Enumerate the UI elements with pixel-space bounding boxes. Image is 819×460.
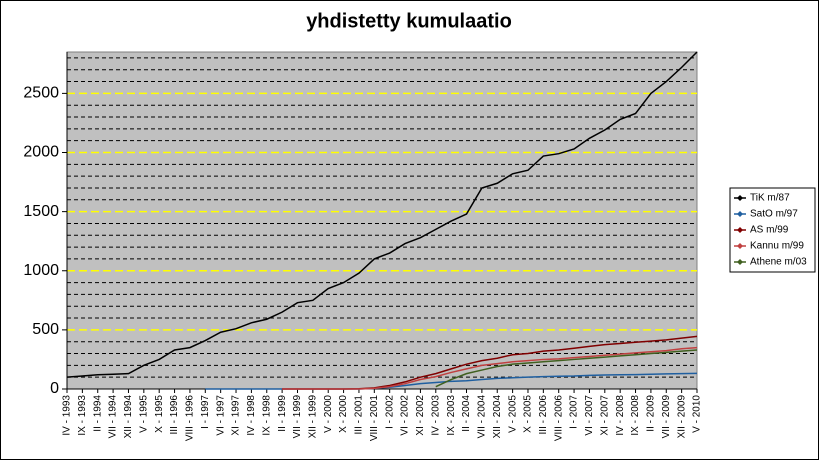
x-tick-label: V - 2010: [692, 395, 703, 433]
y-tick-label: 2000: [23, 144, 59, 161]
x-tick-label: VI - 2002: [400, 395, 411, 436]
x-tick-label: I - 1997: [200, 395, 211, 429]
plot-area: [66, 51, 698, 390]
x-tick-label: III - 1996: [169, 395, 180, 435]
legend-marker: [737, 211, 743, 217]
x-tick-label: I - 2007: [569, 395, 580, 429]
series-line: [435, 349, 698, 388]
x-tick-label: VII - 2004: [477, 395, 488, 439]
x-tick-label: IX - 2003: [446, 395, 457, 436]
x-tick-label: III - 2006: [538, 395, 549, 435]
x-tick-label: XII - 1999: [307, 395, 318, 439]
x-tick-label: V - 2005: [507, 395, 518, 433]
x-tick-label: IV - 1998: [246, 395, 257, 436]
chart-title: yhdistetty kumulaatio: [306, 10, 512, 32]
x-tick-label: VII - 2009: [661, 395, 672, 439]
x-tick-label: VI - 2007: [584, 395, 595, 436]
x-tick-label: X - 1995: [154, 395, 165, 433]
legend-marker: [737, 243, 743, 249]
legend-marker: [737, 195, 743, 201]
x-tick-label: I - 2002: [384, 395, 395, 429]
x-tick-label: VII - 1994: [108, 395, 119, 439]
x-tick-label: III - 2001: [354, 395, 365, 435]
y-tick-label: 0: [50, 380, 59, 397]
x-tick-label: VIII - 1996: [185, 395, 196, 442]
x-tick-label: XII - 1994: [123, 395, 134, 439]
legend-label: Kannu m/99: [750, 241, 804, 252]
x-tick-label: IV - 2008: [615, 395, 626, 436]
x-tick-label: IV - 1993: [62, 395, 73, 436]
legend-label: SatO m/97: [750, 209, 798, 220]
x-tick-label: XII - 2004: [492, 395, 503, 439]
x-tick-label: II - 1999: [277, 395, 288, 432]
legend-label: TiK m/87: [750, 193, 790, 204]
x-tick-label: XI - 1997: [231, 395, 242, 436]
legend-label: AS m/99: [750, 225, 789, 236]
legend-label: Athene m/03: [750, 257, 807, 268]
y-tick-label: 2500: [23, 85, 59, 102]
x-tick-label: X - 2005: [523, 395, 534, 433]
x-tick-label: II - 1994: [92, 395, 103, 432]
x-tick-label: II - 2009: [646, 395, 657, 432]
x-tick-label: XI - 2002: [415, 395, 426, 436]
x-tick-label: VII - 1999: [292, 395, 303, 439]
x-tick-label: IX - 1998: [261, 395, 272, 436]
x-tick-label: X - 2000: [338, 395, 349, 433]
y-tick-label: 1500: [23, 203, 59, 220]
x-tick-label: XI - 2007: [599, 395, 610, 436]
y-tick-label: 500: [32, 321, 59, 338]
x-tick-label: VIII - 2006: [553, 395, 564, 442]
legend-marker: [737, 227, 743, 233]
y-tick-label: 1000: [23, 262, 59, 279]
x-tick-label: V - 1995: [138, 395, 149, 433]
x-tick-label: IX - 2008: [630, 395, 641, 436]
x-tick-label: V - 2000: [323, 395, 334, 433]
x-tick-label: VI - 1997: [215, 395, 226, 436]
x-tick-label: VIII - 2001: [369, 395, 380, 442]
legend-marker: [737, 259, 743, 265]
x-tick-label: IX - 1993: [77, 395, 88, 436]
x-tick-label: II - 2004: [461, 395, 472, 432]
series-line: [282, 346, 698, 390]
x-tick-label: XII - 2009: [676, 395, 687, 439]
series-line: [66, 51, 698, 378]
x-tick-label: IV - 2003: [430, 395, 441, 436]
